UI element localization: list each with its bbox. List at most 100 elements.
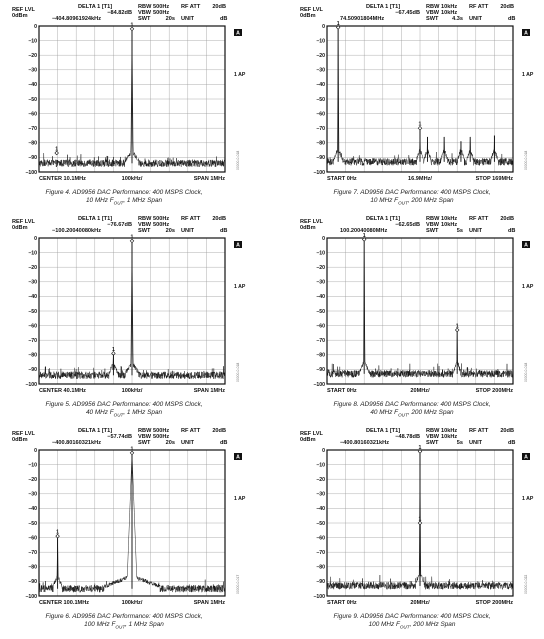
figure-code: 00000-0-018 <box>236 151 240 170</box>
delta-label: DELTA 1 [T1] <box>78 428 113 434</box>
footer-left: START 0Hz <box>327 388 357 394</box>
unit-value: dB <box>220 16 228 22</box>
figure-code: 00000-0-017 <box>236 575 240 594</box>
y-tick-label: −100 <box>313 382 325 388</box>
y-tick-label: 0 <box>322 236 325 242</box>
caption-fout-prefix: 40 MHz F <box>85 409 114 417</box>
trace-label: 1 AP <box>522 284 534 290</box>
vbw-label: VBW <box>138 222 152 228</box>
ref-lvl-value: 0dBm <box>12 437 28 443</box>
spectrum-panel-fig6: REF LVL 0dBm DELTA 1 [T1] −57.74dB −400.8016… <box>8 428 246 629</box>
figure-caption: Figure 8. AD9956 DAC Performance: 400 MS… <box>296 401 528 420</box>
y-tick-label: −30 <box>28 68 37 74</box>
rf-att-value: 20dB <box>212 216 226 222</box>
vbw-label: VBW <box>138 10 152 16</box>
vbw-value: 10kHz <box>441 434 458 440</box>
marker-diamond <box>54 150 59 156</box>
spectrum-plot: 0 −10 −20 −30 −40 −50 −60 −70 −80 −90 −100 1 1 A 1 AP 0… <box>25 234 246 394</box>
delta-value: −76.67dB <box>107 222 132 228</box>
caption-line-1: Figure 6. AD9956 DAC Performance: 400 MS… <box>45 613 203 620</box>
delta-label: DELTA 1 [T1] <box>366 216 401 222</box>
marker-diamond <box>129 450 135 456</box>
y-tick-label: −30 <box>28 280 37 286</box>
y-tick-label: −50 <box>316 521 325 527</box>
caption-span-suffix: , 200 MHz Span <box>407 197 454 205</box>
y-tick-label: −80 <box>28 141 37 147</box>
y-tick-label: −80 <box>28 353 37 359</box>
caption-fout-subscript: OUT <box>399 624 410 630</box>
caption-fout-subscript: OUT <box>113 412 124 418</box>
y-tick-label: −60 <box>28 111 37 117</box>
rbw-label: RBW <box>138 428 152 434</box>
footer-mid: 16.9MHz/ <box>408 176 432 182</box>
y-tick-label: −30 <box>28 492 37 498</box>
swt-value: 5s <box>456 228 463 234</box>
y-tick-label: −70 <box>316 338 325 344</box>
ref-lvl-value: 0dBm <box>300 13 316 19</box>
caption-line-2: 10 MHz FOUT, 1 MHz Span <box>8 197 240 207</box>
delta-value: −57.74dB <box>107 434 132 440</box>
vbw-value: 10kHz <box>441 10 458 16</box>
unit-value: dB <box>220 228 228 234</box>
swt-label: SWT <box>138 440 151 446</box>
marker-label: 1 <box>55 147 58 153</box>
caption-line-1: Figure 9. AD9956 DAC Performance: 400 MS… <box>333 613 491 620</box>
rf-att-label: RF ATT <box>181 216 201 222</box>
rbw-value: 500Hz <box>153 428 170 434</box>
footer-left: CENTER 40.1MHz <box>39 388 86 394</box>
caption-fout-prefix: 100 MHz F <box>368 621 400 629</box>
footer-mid: 20MHz/ <box>410 600 430 606</box>
unit-value: dB <box>220 440 228 446</box>
y-tick-label: −10 <box>28 462 37 468</box>
caption-line-2: 100 MHz FOUT, 200 MHz Span <box>296 621 528 631</box>
y-tick-label: −10 <box>28 38 37 44</box>
mode-label: A <box>524 243 528 249</box>
y-tick-label: −50 <box>316 97 325 103</box>
y-tick-label: −30 <box>316 492 325 498</box>
y-tick-label: −100 <box>25 382 37 388</box>
ref-lvl-value: 0dBm <box>12 225 28 231</box>
ref-lvl-label: REF LVL <box>12 219 35 225</box>
footer-right: SPAN 1MHz <box>194 388 225 394</box>
y-tick-label: −100 <box>25 170 37 176</box>
y-tick-label: −30 <box>316 280 325 286</box>
rbw-value: 500Hz <box>153 4 170 10</box>
rbw-label: RBW <box>426 4 440 10</box>
vbw-label: VBW <box>138 434 152 440</box>
ref-lvl-value: 0dBm <box>300 225 316 231</box>
mode-label: A <box>236 455 240 461</box>
caption-fout-prefix: 10 MHz F <box>85 197 114 205</box>
marker-label: 1 <box>56 530 59 536</box>
y-tick-label: −40 <box>316 506 325 512</box>
trace-label: 1 AP <box>234 72 246 78</box>
footer-mid: 100kHz/ <box>122 176 143 182</box>
delta-freq: 74.50901804MHz <box>340 16 385 22</box>
y-tick-label: −20 <box>28 477 37 483</box>
spectrum-panel-fig4: REF LVL 0dBm DELTA 1 [T1] −84.82dB −404.8096… <box>8 4 246 207</box>
figure-caption: Figure 6. AD9956 DAC Performance: 400 MS… <box>8 613 240 632</box>
marker-label: 1 <box>363 233 366 239</box>
marker-label: 1 <box>456 323 459 329</box>
y-tick-label: −50 <box>28 97 37 103</box>
mode-box <box>234 241 242 248</box>
plot-frame <box>38 449 226 597</box>
mode-box <box>522 453 530 460</box>
marker-diamond <box>361 237 367 242</box>
rbw-label: RBW <box>138 216 152 222</box>
marker-diamond <box>454 327 460 333</box>
spectrum-panel-fig9: REF LVL 0dBm DELTA 1 [T1] −48.78dB −400.8016… <box>296 428 534 631</box>
marker-diamond <box>129 26 135 32</box>
unit-label: UNIT <box>181 440 195 446</box>
y-tick-label: −60 <box>316 323 325 329</box>
mode-label: A <box>236 31 240 37</box>
caption-span-suffix: , 200 MHz Span <box>407 409 454 417</box>
unit-value: dB <box>508 228 516 234</box>
y-tick-label: −100 <box>313 594 325 600</box>
figure-caption: Figure 7. AD9956 DAC Performance: 400 MS… <box>296 189 528 208</box>
mode-label: A <box>524 455 528 461</box>
caption-fout-subscript: OUT <box>115 624 126 630</box>
delta-label: DELTA 1 [T1] <box>366 4 401 10</box>
spectrum-panel-fig7: REF LVL 0dBm DELTA 1 [T1] −67.45dB 74.509018… <box>296 4 534 205</box>
mode-box <box>234 29 242 36</box>
footer-mid: 20MHz/ <box>410 388 430 394</box>
